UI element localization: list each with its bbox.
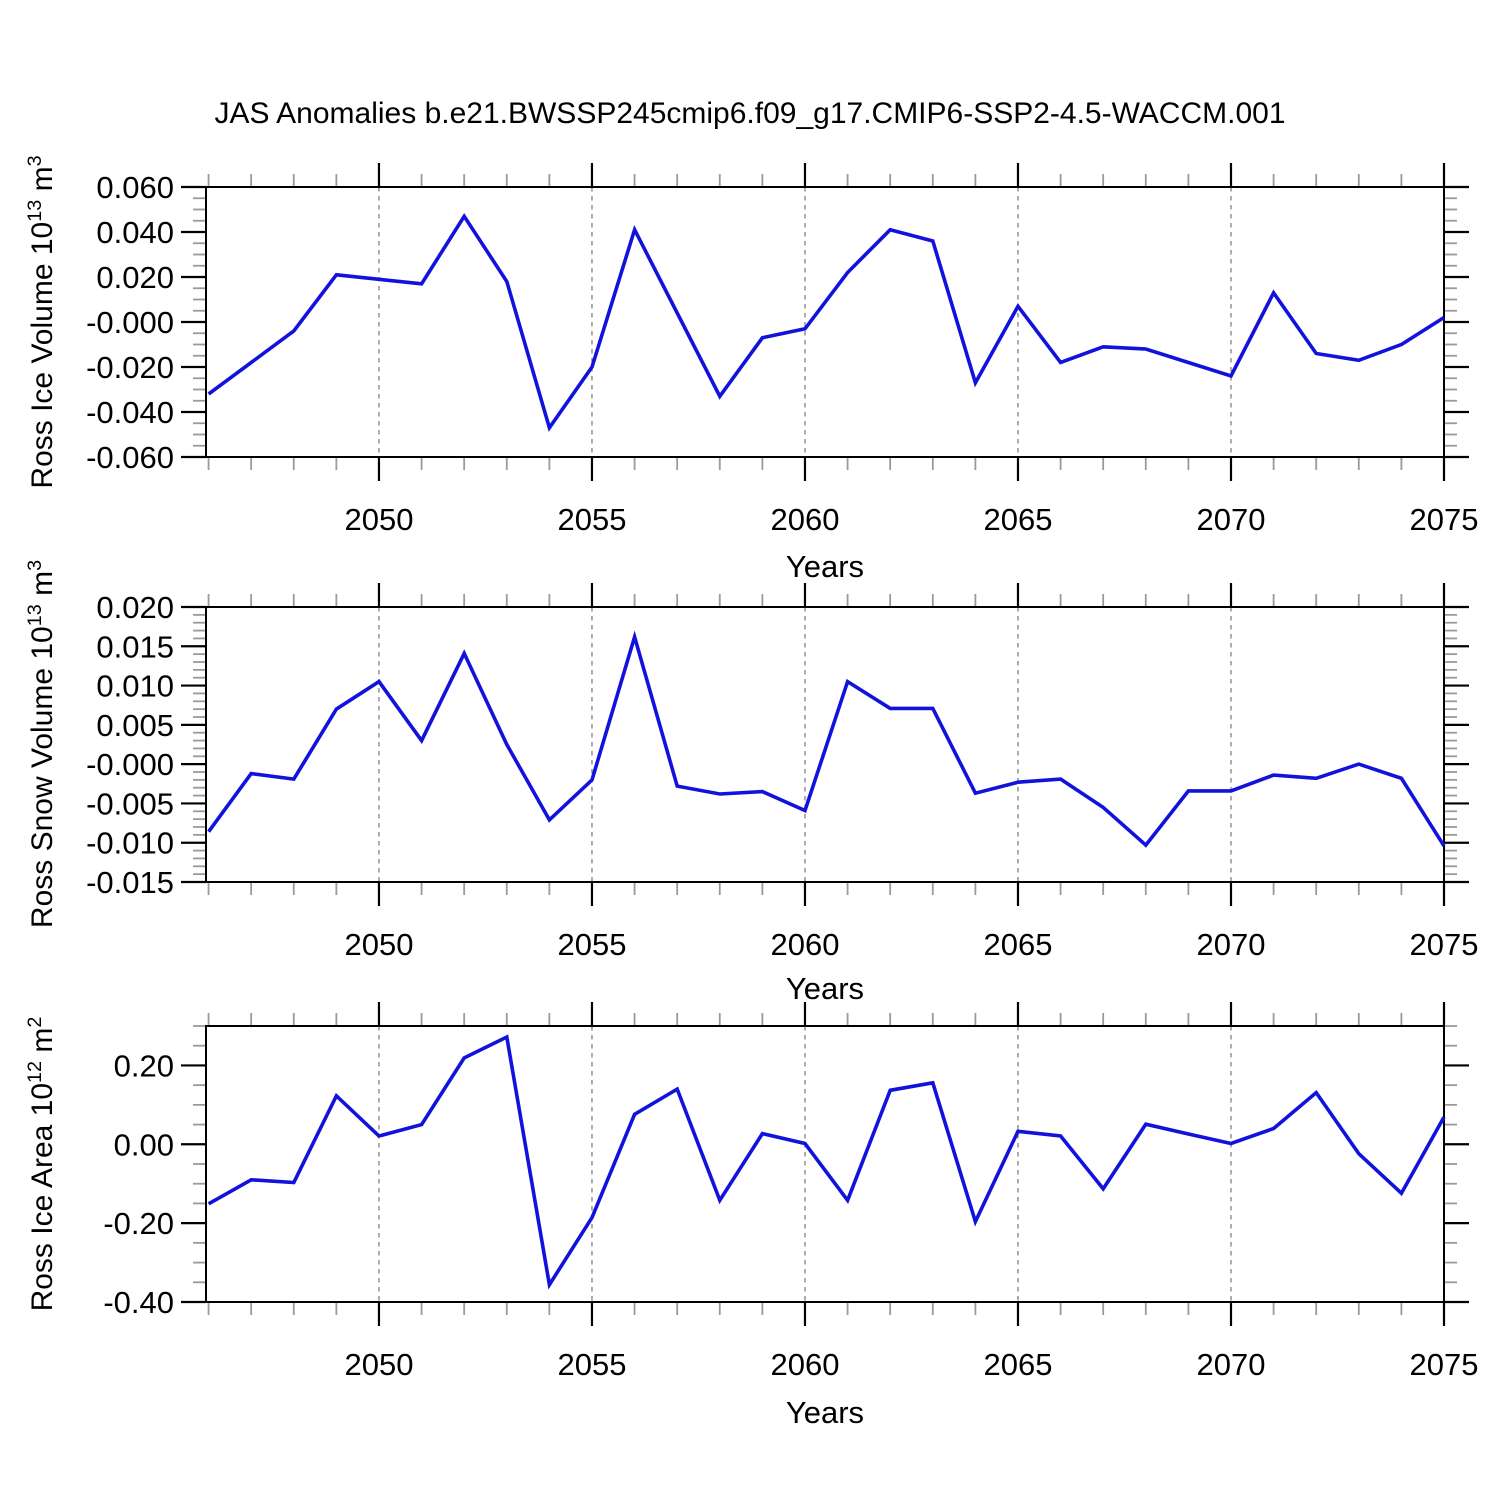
y-tick-label: -0.000: [86, 305, 174, 340]
series-line-ross-snow-volume: [207, 630, 1446, 848]
y-axis-title-ross-ice-volume: Ross Ice Volume 1013 m3: [24, 155, 60, 488]
y-tick-label: -0.005: [86, 786, 174, 821]
y-tick-label: 0.060: [96, 170, 174, 205]
x-tick-label: 2070: [1197, 927, 1266, 962]
series-line-ross-ice-area: [207, 1034, 1446, 1290]
y-axis-title-text: Ross Ice Area 10: [26, 1082, 59, 1312]
y-tick-label: -0.20: [103, 1206, 174, 1241]
x-tick-label: 2055: [557, 927, 626, 962]
y-axis-title-unit-exponent: 2: [24, 1016, 46, 1028]
x-axis-title-panel-1: Years: [785, 549, 865, 584]
x-tick-label: 2050: [344, 927, 413, 962]
x-tick-label: 2075: [1410, 1347, 1479, 1382]
x-tick-label: 2070: [1197, 1347, 1266, 1382]
y-tick-label: -0.040: [86, 395, 174, 430]
y-tick-label: 0.020: [96, 590, 174, 625]
x-tick-label: 2065: [984, 927, 1053, 962]
y-axis-title-unit: m: [26, 570, 59, 605]
y-tick-label: -0.40: [103, 1285, 174, 1320]
y-tick-label: 0.010: [96, 669, 174, 704]
y-tick-label: -0.060: [86, 440, 174, 475]
y-axis-title-ross-snow-volume: Ross Snow Volume 1013 m3: [24, 560, 60, 928]
x-tick-label: 2065: [984, 502, 1053, 537]
y-tick-label: 0.020: [96, 260, 174, 295]
x-axis-title-panel-2: Years: [785, 971, 865, 1006]
y-tick-label: 0.005: [96, 708, 174, 743]
y-axis-title-exponent: 13: [24, 604, 46, 627]
panel-frame-ross-snow-volume: [205, 606, 1445, 883]
y-axis-title-unit: m: [26, 166, 59, 200]
y-tick-label: 0.00: [114, 1127, 174, 1162]
x-tick-label: 2075: [1410, 927, 1479, 962]
x-tick-label: 2060: [770, 927, 839, 962]
y-tick-label: 0.040: [96, 215, 174, 250]
x-axis-title-panel-3: Years: [785, 1395, 865, 1430]
y-tick-label: -0.015: [86, 865, 174, 900]
y-axis-title-text: Ross Ice Volume 10: [26, 221, 59, 489]
x-tick-label: 2060: [770, 1347, 839, 1382]
x-tick-label: 2060: [770, 502, 839, 537]
y-axis-title-exponent: 13: [24, 199, 46, 222]
y-tick-label: -0.020: [86, 350, 174, 385]
panel-frame-ross-ice-volume: [205, 186, 1445, 458]
x-tick-label: 2050: [344, 1347, 413, 1382]
y-tick-label: -0.010: [86, 826, 174, 861]
y-axis-title-exponent: 12: [24, 1060, 46, 1083]
y-axis-title-unit-exponent: 3: [24, 155, 46, 167]
y-axis-title-text: Ross Snow Volume 10: [26, 626, 59, 929]
y-axis-title-ross-ice-area: Ross Ice Area 1012 m2: [24, 1017, 60, 1312]
y-axis-title-unit: m: [26, 1027, 59, 1061]
x-tick-label: 2050: [344, 502, 413, 537]
chart-title: JAS Anomalies b.e21.BWSSP245cmip6.f09_g1…: [214, 97, 1286, 130]
y-tick-label: -0.000: [86, 747, 174, 782]
x-tick-label: 2065: [984, 1347, 1053, 1382]
y-tick-label: 0.20: [114, 1048, 174, 1083]
y-axis-title-unit-exponent: 3: [24, 559, 46, 571]
x-tick-label: 2055: [557, 502, 626, 537]
series-line-ross-ice-volume: [207, 212, 1445, 432]
panel-frame-ross-ice-area: [205, 1025, 1445, 1303]
x-tick-label: 2055: [557, 1347, 626, 1382]
x-tick-label: 2070: [1197, 502, 1266, 537]
x-tick-label: 2075: [1410, 502, 1479, 537]
y-tick-label: 0.015: [96, 629, 174, 664]
